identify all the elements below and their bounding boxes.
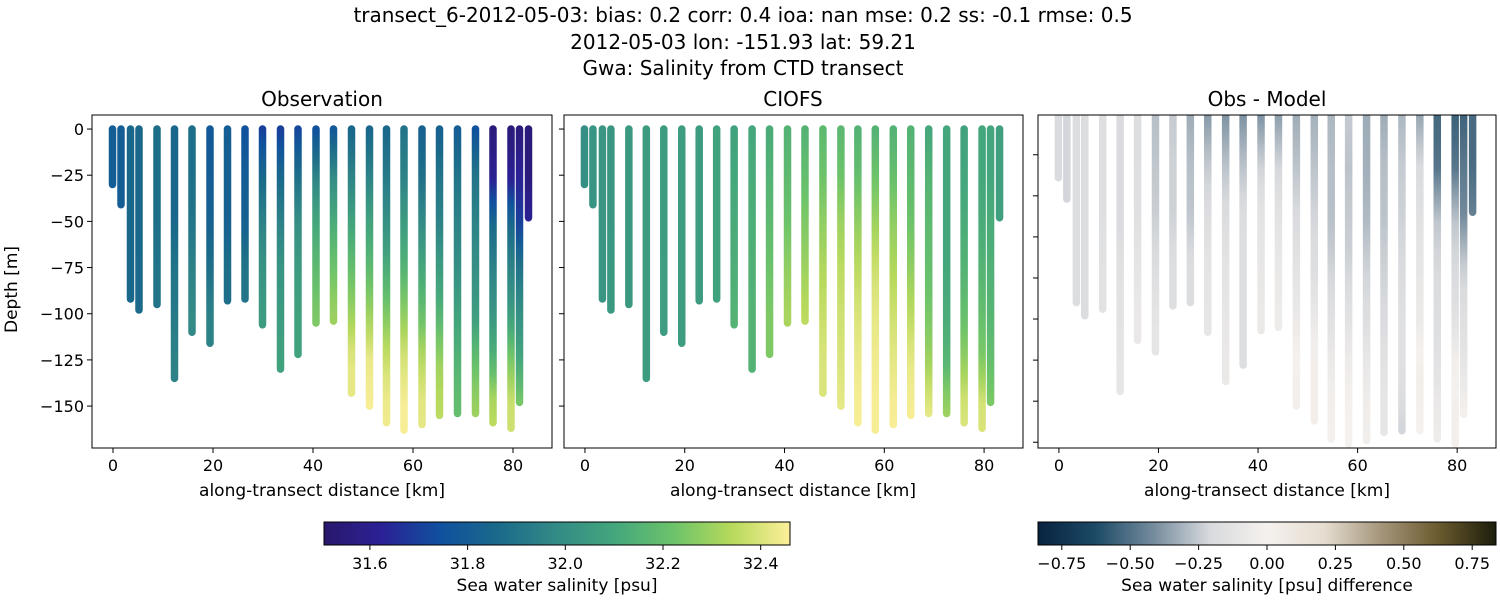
colorbar-tick-label: 0.00 xyxy=(1249,554,1285,573)
x-tick-label: 0 xyxy=(108,456,118,475)
x-tick-label: 20 xyxy=(675,456,695,475)
y-tick-label: −150 xyxy=(40,397,84,416)
x-axis-label-difference: along-transect distance [km] xyxy=(1144,481,1390,501)
panel-title-model: CIOFS xyxy=(763,87,823,111)
y-tick-label: −100 xyxy=(40,305,84,324)
panel-1: 0 20 40 60 80 xyxy=(559,114,1024,475)
colorbar-gradient xyxy=(323,521,791,546)
colorbar-salinity: 31.6 31.8 32.0 32.2 32.4 xyxy=(323,521,791,573)
y-tick-label: −125 xyxy=(40,351,84,370)
x-tick-label: 40 xyxy=(774,456,794,475)
colorbar-tick-label: 32.2 xyxy=(645,554,681,573)
x-axis-label-model: along-transect distance [km] xyxy=(670,481,916,501)
y-tick-label: −25 xyxy=(50,166,84,185)
colorbar-tick-label: −0.25 xyxy=(1174,554,1223,573)
colorbar-label-difference: Sea water salinity [psu] difference xyxy=(1121,576,1413,596)
colorbar-tick-label: 0.75 xyxy=(1454,554,1490,573)
colorbar-tick-label: −0.75 xyxy=(1037,554,1086,573)
axes-frame xyxy=(563,114,1024,449)
colorbar-tick-label: −0.50 xyxy=(1106,554,1155,573)
colorbar-tick-label: 32.4 xyxy=(743,554,779,573)
x-tick-label: 60 xyxy=(1347,456,1367,475)
panel-title-observation: Observation xyxy=(261,87,383,111)
x-tick-label: 60 xyxy=(874,456,894,475)
x-tick-label: 40 xyxy=(303,456,323,475)
y-tick-label: −50 xyxy=(50,212,84,231)
x-axis-label-observation: along-transect distance [km] xyxy=(199,481,445,501)
colorbar-tick-label: 31.6 xyxy=(352,554,388,573)
x-tick-label: 80 xyxy=(974,456,994,475)
x-tick-label: 20 xyxy=(1148,456,1168,475)
colorbar-label-salinity: Sea water salinity [psu] xyxy=(456,576,658,596)
y-tick-label: 0 xyxy=(74,120,84,139)
colorbar-tick-label: 0.50 xyxy=(1386,554,1422,573)
figure-title-line-3: Gwa: Salinity from CTD transect xyxy=(582,56,904,80)
y-tick-label: −75 xyxy=(50,259,84,278)
x-tick-label: 20 xyxy=(203,456,223,475)
x-tick-label: 0 xyxy=(1054,456,1064,475)
colorbar-tick-label: 32.0 xyxy=(547,554,583,573)
figure-title-line-2: 2012-05-03 lon: -151.93 lat: 59.21 xyxy=(570,30,916,54)
x-tick-label: 80 xyxy=(503,456,523,475)
axes-frame xyxy=(1037,114,1497,449)
colorbar-tick-label: 0.25 xyxy=(1318,554,1354,573)
panel-0: 0 20 40 60 80 0 −25 −50 −75 −100 −125 −150 xyxy=(40,114,553,475)
x-tick-label: 60 xyxy=(403,456,423,475)
x-tick-label: 80 xyxy=(1447,456,1467,475)
colorbar-tick-label: 31.8 xyxy=(450,554,486,573)
x-tick-label: 0 xyxy=(580,456,590,475)
axes-frame xyxy=(91,114,553,449)
colorbar-gradient xyxy=(1037,521,1497,546)
x-tick-label: 40 xyxy=(1248,456,1268,475)
panel-2: 0 20 40 60 80 xyxy=(1033,114,1497,475)
figure-title-line-1: transect_6-2012-05-03: bias: 0.2 corr: 0… xyxy=(353,3,1133,27)
panel-title-difference: Obs - Model xyxy=(1207,87,1327,111)
colorbar-difference: −0.75 −0.50 −0.25 0.00 0.25 0.50 0.75 xyxy=(1037,521,1497,573)
